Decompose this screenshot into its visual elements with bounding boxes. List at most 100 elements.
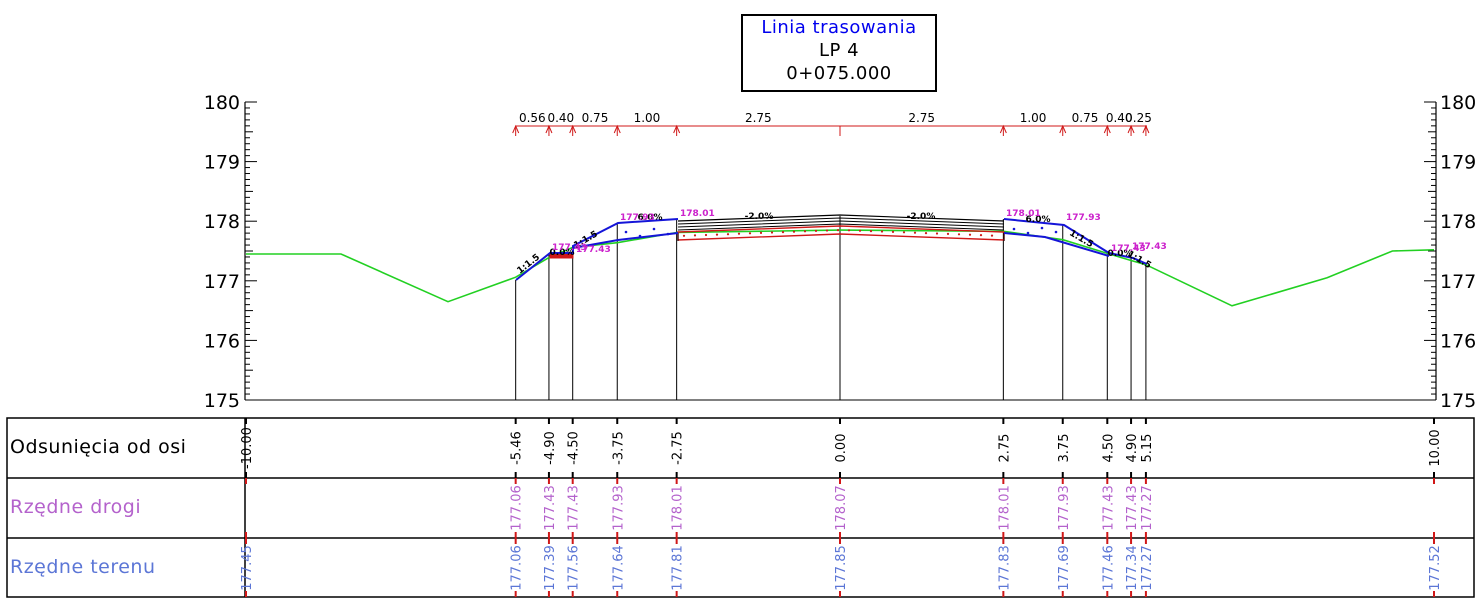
terrain-elevation-value: 177.52 (1428, 545, 1443, 591)
y-tick-label-left: 177 (204, 271, 240, 293)
aggregate-dot (781, 231, 785, 234)
slope-label: 0.0% (550, 248, 575, 258)
dimension-labels: 0.56 0.40 0.75 1.00 2.75 2.75 1.00 0.75 0.400.25 (519, 111, 1152, 125)
offset-value: -4.50 (567, 431, 582, 465)
dimension-label: 0.75 (1072, 111, 1099, 125)
dimension-arrow (545, 124, 553, 134)
pavement-top-line (677, 214, 1005, 222)
road-elevation-value: 177.43 (1125, 485, 1140, 531)
y-tick-label-left: 180 (204, 92, 240, 114)
aggregate-dot (715, 233, 719, 236)
dimension-label: 0.40 (1106, 111, 1133, 125)
aggregate-dot (770, 231, 774, 234)
terrain-elevation-value: 177.85 (834, 545, 849, 591)
aggregate-dot (726, 233, 730, 236)
aggregate-dot (924, 232, 928, 235)
slope-label: 6.0% (1026, 215, 1051, 225)
point-elevation-label: 178.01 (680, 209, 715, 219)
offset-value: -2.75 (671, 431, 686, 465)
y-tick-label-right: 177 (1440, 271, 1476, 293)
aggregate-dot (913, 231, 917, 234)
y-tick-label-left: 178 (204, 211, 240, 233)
dimension-label: 0.56 (519, 111, 546, 125)
station-drop-lines (515, 216, 1147, 400)
table-frame (6, 417, 1475, 598)
offset-value: 2.75 (997, 434, 1012, 463)
embankment-fill-dots (624, 226, 1058, 238)
aggregate-dot (979, 234, 983, 237)
point-elevation-label: 177.43 (1132, 242, 1167, 252)
y-tick-label-right: 180 (1440, 92, 1476, 114)
offset-value: 10.00 (1428, 429, 1443, 466)
dimension-arrow (673, 124, 681, 134)
dimension-label: 1.00 (1020, 111, 1047, 125)
aggregate-dot (968, 233, 972, 236)
road-elevation-value: 177.93 (1057, 485, 1072, 531)
y-tick-label-right: 179 (1440, 152, 1476, 174)
road-elevation-value: 178.07 (834, 485, 849, 531)
dimension-arrow (1103, 124, 1111, 134)
slope-label: 6.0% (638, 213, 663, 223)
pavement-aggregate-dots (682, 229, 994, 237)
alignment-title: Linia trasowania (761, 17, 917, 38)
road-subgrade-left (572, 232, 679, 249)
dimension-line (512, 124, 1150, 136)
terrain-elevation-value: 177.06 (510, 545, 525, 591)
terrain-elevation-value: 177.46 (1101, 545, 1116, 591)
aggregate-dot (990, 234, 994, 237)
terrain-elevation-value: 177.45 (240, 545, 255, 591)
dimension-arrow (999, 124, 1007, 134)
road-elevation-value: 177.27 (1140, 485, 1155, 531)
aggregate-dot (880, 230, 884, 233)
fill-dot (666, 232, 670, 236)
offset-value: -5.46 (510, 431, 525, 465)
fill-dot (638, 234, 642, 238)
offset-values: -10.00 -5.46 -4.90 -4.50 -3.75 -2.75 0.00 2.75 3… (240, 427, 1443, 469)
road-elevation-value: 177.43 (543, 485, 558, 531)
alignment-station: 0+075.000 (786, 63, 892, 84)
dimension-arrow (1127, 124, 1135, 134)
y-tick-label-right: 176 (1440, 330, 1476, 352)
dimension-label: 2.75 (908, 111, 935, 125)
fill-dot (652, 227, 656, 231)
aggregate-dot (759, 231, 763, 234)
aggregate-dot (803, 230, 807, 233)
terrain-line (246, 229, 1435, 307)
road-elevation-value: 177.93 (611, 485, 626, 531)
aggregate-dot (869, 230, 873, 233)
aggregate-dot (946, 232, 950, 235)
road-elevation-value: 177.06 (510, 485, 525, 531)
terrain-elevation-value: 177.81 (671, 545, 686, 591)
pavement-layer-3 (677, 223, 1005, 231)
dimension-label: 0.40 (547, 111, 574, 125)
road-elevation-value: 177.43 (1101, 485, 1116, 531)
terrain-elevation-values: 177.45 177.06 177.39 177.56 177.64 177.81 177.… (240, 545, 1443, 591)
aggregate-dot (792, 230, 796, 233)
road-top-left (515, 218, 679, 281)
fill-dot (624, 230, 628, 234)
aggregate-dot (737, 232, 741, 235)
aggregate-dot (693, 234, 697, 237)
aggregate-dot (748, 232, 752, 235)
aggregate-dot (902, 231, 906, 234)
table-station-ticks (245, 418, 1435, 597)
pavement-layer-1 (677, 217, 1005, 225)
aggregate-dot (704, 233, 708, 237)
alignment-title-box: Linia trasowania LP 4 0+075.000 (741, 14, 937, 92)
cross-slope-left: -2.0% (745, 212, 774, 222)
terrain-elevation-value: 177.83 (997, 545, 1012, 591)
aggregate-dot (891, 230, 895, 233)
point-elevation-label: 177.43 (1111, 244, 1146, 254)
dimension-arrow (1059, 124, 1067, 134)
road-elevation-value: 178.01 (671, 485, 686, 531)
fill-dot (1026, 231, 1030, 235)
aggregate-dot (836, 229, 840, 232)
dimension-arrow (613, 124, 621, 134)
dimension-arrow (569, 124, 577, 134)
fill-dot (1012, 227, 1016, 231)
fill-dot (1040, 226, 1044, 230)
dimension-label: 1.00 (634, 111, 661, 125)
data-table: -10.00 -5.46 -4.90 -4.50 -3.75 -2.75 0.00 2.75 3… (6, 417, 1475, 598)
